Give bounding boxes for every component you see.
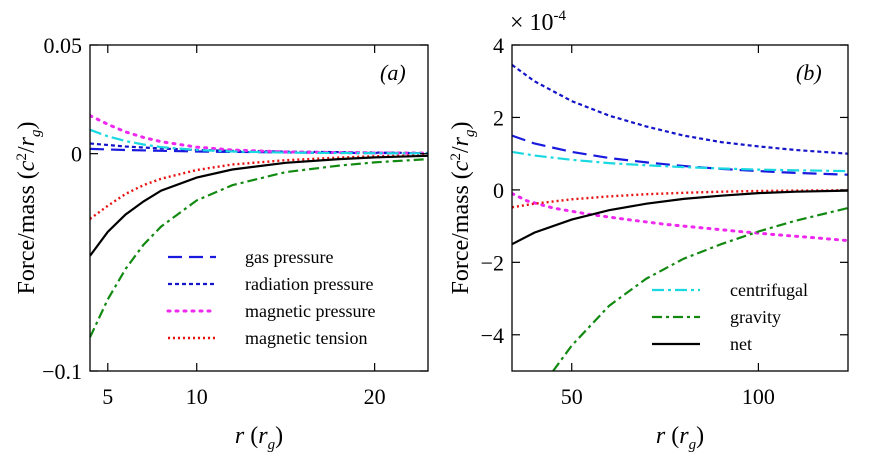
- panel-a-xtick-label: 5: [102, 384, 113, 409]
- panel-a-xtick-label: 10: [186, 384, 208, 409]
- panel-a-tag: (a): [380, 60, 406, 85]
- panel-b-ytick-label: −2: [481, 250, 504, 275]
- panel-b-xlabel: r (rg): [656, 423, 704, 453]
- panel-a-line-centrifugal: [90, 128, 428, 155]
- panel-b-line-radiation-pressure: [512, 64, 848, 155]
- panel-b: 50 100 −4 −2 0 2 4 (b) centrifugal gravity net ×…: [448, 8, 849, 453]
- panel-b-line-magnetic-pressure: [512, 192, 848, 243]
- panel-b-line-centrifugal: [512, 150, 848, 173]
- panel-a-xlabel: r (rg): [235, 423, 283, 453]
- panel-a-legend-label-radiation-pressure: radiation pressure: [245, 274, 373, 294]
- panel-a-frame: [89, 44, 429, 372]
- panel-a-ytick-label: −0.1: [42, 359, 82, 384]
- panel-a-legend-label-magnetic-pressure: magnetic pressure: [245, 301, 375, 321]
- panel-b-multiplier: × 10-4: [510, 8, 567, 36]
- panel-b-legend: centrifugal gravity net: [652, 280, 808, 354]
- panel-b-ticks: 50 100 −4 −2 0 2 4: [481, 33, 848, 409]
- panel-a: 5 10 20 −0.1 0 0.05 (a) gas pressure radiation…: [14, 33, 429, 453]
- panel-b-frame: [511, 44, 849, 372]
- panel-a-line-gravity: [90, 158, 428, 338]
- panel-b-legend-label-gravity: gravity: [730, 307, 781, 327]
- panel-b-ytick-label: 2: [493, 105, 504, 130]
- panel-a-legend-label-magnetic-tension: magnetic tension: [245, 328, 367, 348]
- panel-b-legend-label-net: net: [730, 334, 752, 354]
- panel-a-ytick-label: 0.05: [44, 33, 83, 58]
- panel-a-line-net: [90, 154, 428, 257]
- panel-b-line-gas-pressure: [512, 134, 848, 176]
- panel-a-xtick-label: 20: [364, 384, 386, 409]
- panel-b-line-magnetic-tension: [512, 189, 848, 209]
- panel-b-ylabel: Force/mass (c2/rg): [448, 122, 478, 295]
- panel-b-ytick-label: 4: [493, 33, 504, 58]
- panel-b-ytick-label: −4: [481, 323, 504, 348]
- panel-b-xtick-label: 50: [561, 384, 583, 409]
- panel-a-ytick-label: 0: [71, 142, 82, 167]
- panel-a-line-magnetic-tension: [90, 154, 428, 220]
- panel-a-legend-label-gas-pressure: gas pressure: [245, 247, 333, 267]
- panel-a-series: [90, 114, 428, 338]
- panel-b-series: [512, 64, 848, 371]
- panel-a-ylabel: Force/mass (c2/rg): [14, 122, 44, 295]
- panel-a-ticks: 5 10 20 −0.1 0 0.05: [42, 33, 428, 409]
- panel-b-xtick-label: 100: [742, 384, 775, 409]
- panel-b-legend-label-centrifugal: centrifugal: [730, 280, 808, 300]
- panel-b-tag: (b): [796, 60, 822, 85]
- panel-b-line-gravity: [552, 206, 848, 371]
- panel-b-line-net: [512, 189, 848, 246]
- panel-a-line-gas-pressure: [90, 147, 428, 155]
- panel-a-legend: gas pressure radiation pressure magnetic p…: [166, 247, 375, 348]
- panel-b-ytick-label: 0: [493, 178, 504, 203]
